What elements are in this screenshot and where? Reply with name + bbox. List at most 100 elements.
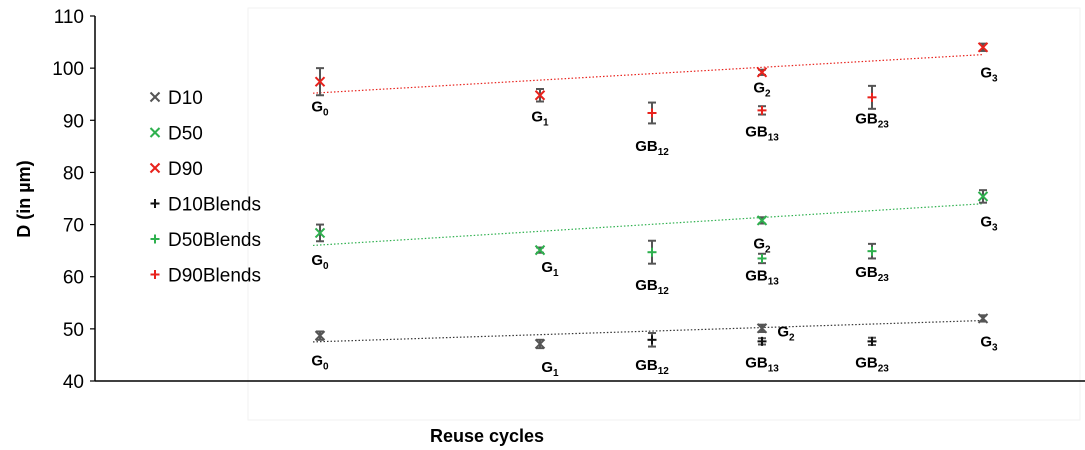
marker-d10blends <box>757 336 767 346</box>
point-label-subscript: 13 <box>768 276 780 287</box>
point-label-subscript: 23 <box>878 119 890 130</box>
point-label-subscript: 0 <box>323 108 329 119</box>
y-tick-label: 110 <box>54 7 84 28</box>
point-label-subscript: 23 <box>878 363 890 374</box>
point-label: G3 <box>980 64 998 84</box>
y-tick-label: 100 <box>52 59 84 80</box>
point-label-subscript: 13 <box>768 132 780 143</box>
legend-marker <box>149 162 161 174</box>
point-label-subscript: 12 <box>658 366 670 377</box>
marker-d50 <box>756 215 768 226</box>
trend-line-d10 <box>312 319 984 343</box>
point-label: G0 <box>311 99 329 119</box>
data-markers <box>314 42 989 350</box>
legend-item-d50blends: D50Blends <box>150 230 261 251</box>
trend-lines <box>312 53 984 343</box>
point-label: G2 <box>753 79 771 99</box>
point-label: G1 <box>531 108 549 128</box>
legend-item-d10blends: D10Blends <box>150 195 261 216</box>
marker-d90blends <box>867 92 877 102</box>
y-tick-labels: 40 50 60 70 80 90 100 110 <box>52 7 95 393</box>
point-label-subscript: 2 <box>789 332 795 343</box>
point-label: GB12 <box>635 138 669 158</box>
point-label: GB12 <box>635 277 669 297</box>
point-label: GB13 <box>745 123 779 143</box>
marker-stroke <box>977 313 989 324</box>
point-label-subscript: 0 <box>323 362 329 373</box>
y-tick-label: 80 <box>63 163 84 184</box>
marker-d90 <box>977 42 989 53</box>
point-label-subscript: 3 <box>992 342 998 353</box>
legend-label: D50 <box>168 124 203 145</box>
point-label-subscript: 1 <box>553 368 559 379</box>
marker-d10 <box>756 323 768 334</box>
point-label: GB13 <box>745 267 779 287</box>
marker-stroke <box>977 191 989 202</box>
point-label: GB12 <box>635 357 669 377</box>
marker-stroke <box>534 338 546 350</box>
point-label-subscript: 12 <box>658 147 670 158</box>
marker-stroke <box>534 244 546 256</box>
marker-d90 <box>534 90 546 101</box>
marker-d90blends <box>757 105 767 115</box>
point-label-subscript: 23 <box>878 273 890 284</box>
point-label: GB23 <box>855 264 889 284</box>
legend-label: D90Blends <box>168 266 261 287</box>
marker-d90 <box>314 76 326 87</box>
marker-stroke <box>314 76 326 87</box>
point-label-subscript: 13 <box>768 363 780 374</box>
y-tick-label: 60 <box>63 268 84 289</box>
y-tick-label: 40 <box>63 372 84 393</box>
marker-d90blends <box>647 108 657 118</box>
marker-stroke <box>756 67 768 78</box>
legend-label: D50Blends <box>168 230 261 251</box>
legend-label: D90 <box>168 159 203 180</box>
marker-d50 <box>314 227 326 239</box>
point-label-subscript: 3 <box>992 73 998 84</box>
point-label-subscript: 0 <box>323 261 329 272</box>
point-label: GB13 <box>745 354 779 374</box>
legend-item-d50: D50 <box>149 124 203 145</box>
legend-marker <box>149 91 161 103</box>
legend-item-d90: D90 <box>149 159 203 180</box>
point-label-subscript: 2 <box>765 88 771 99</box>
marker-d50 <box>977 191 989 202</box>
y-tick-label: 90 <box>63 111 84 132</box>
point-label: G3 <box>980 333 998 353</box>
marker-d50blends <box>647 247 657 257</box>
legend: D10 D50 D90 D10Blends D50Blends D90Blends <box>149 88 261 287</box>
y-tick-label: 50 <box>63 320 84 341</box>
axes <box>94 16 1085 382</box>
marker-d50blends <box>757 253 767 263</box>
legend-item-d10: D10 <box>149 88 203 109</box>
error-bars <box>316 42 987 350</box>
marker-stroke <box>534 90 546 101</box>
y-axis-title: D (in µm) <box>14 160 34 237</box>
marker-d50 <box>534 244 546 256</box>
x-axis-title: Reuse cycles <box>430 426 544 446</box>
marker-stroke <box>977 42 989 53</box>
marker-stroke <box>314 227 326 239</box>
point-label: GB23 <box>855 110 889 130</box>
marker-d50blends <box>867 246 877 256</box>
marker-stroke <box>756 215 768 226</box>
point-label: G2 <box>753 235 771 255</box>
marker-d10blends <box>867 336 877 346</box>
point-label: G3 <box>980 213 998 233</box>
point-label-subscript: 3 <box>992 222 998 233</box>
point-label: G1 <box>541 359 559 379</box>
legend-label: D10 <box>168 88 203 109</box>
point-label-subscript: 1 <box>543 117 549 128</box>
marker-stroke <box>314 330 326 341</box>
plot-area-frame <box>247 7 1081 421</box>
point-label: GB23 <box>855 354 889 374</box>
marker-d10blends <box>647 335 657 345</box>
marker-d10 <box>314 330 326 341</box>
point-label-subscript: 2 <box>765 244 771 255</box>
trend-line-d50 <box>312 203 984 247</box>
marker-d10 <box>977 313 989 324</box>
legend-marker <box>149 127 161 138</box>
point-label: G0 <box>311 353 329 373</box>
